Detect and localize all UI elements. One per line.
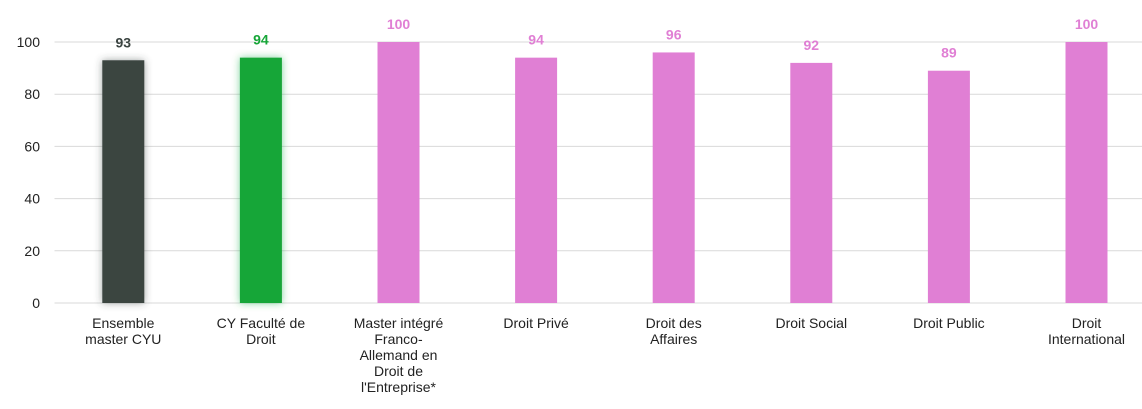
bar — [239, 57, 282, 303]
y-tick-label: 80 — [24, 86, 40, 102]
bar — [515, 57, 558, 303]
value-label: 93 — [116, 34, 132, 50]
value-label: 100 — [387, 16, 411, 32]
bar — [377, 42, 420, 303]
value-label: 96 — [666, 26, 682, 42]
value-label: 100 — [1075, 16, 1099, 32]
bar — [102, 60, 145, 303]
bar — [790, 62, 833, 303]
value-label: 89 — [941, 45, 957, 61]
x-tick-label: Droit Public — [913, 315, 985, 331]
y-tick-label: 0 — [32, 295, 40, 311]
bar — [652, 52, 695, 303]
x-tick-label: Droit Privé — [503, 315, 569, 331]
x-tick-label: Droit des Affaires — [646, 315, 702, 347]
value-label: 94 — [528, 32, 544, 48]
y-tick-label: 20 — [24, 243, 40, 259]
value-label: 92 — [804, 37, 820, 53]
value-label: 94 — [253, 32, 269, 48]
y-tick-label: 100 — [17, 34, 41, 50]
x-tick-label: Droit International — [1048, 315, 1125, 347]
y-tick-label: 60 — [24, 138, 40, 154]
bar — [927, 70, 970, 304]
x-tick-label: Ensemble master CYU — [85, 315, 161, 347]
y-tick-label: 40 — [24, 191, 40, 207]
bar — [1065, 42, 1108, 303]
x-tick-label: Droit Social — [776, 315, 848, 331]
x-tick-label: Master intégré Franco-Allemand en Droit de… — [354, 315, 444, 395]
x-tick-label: CY Faculté de Droit — [217, 315, 306, 347]
